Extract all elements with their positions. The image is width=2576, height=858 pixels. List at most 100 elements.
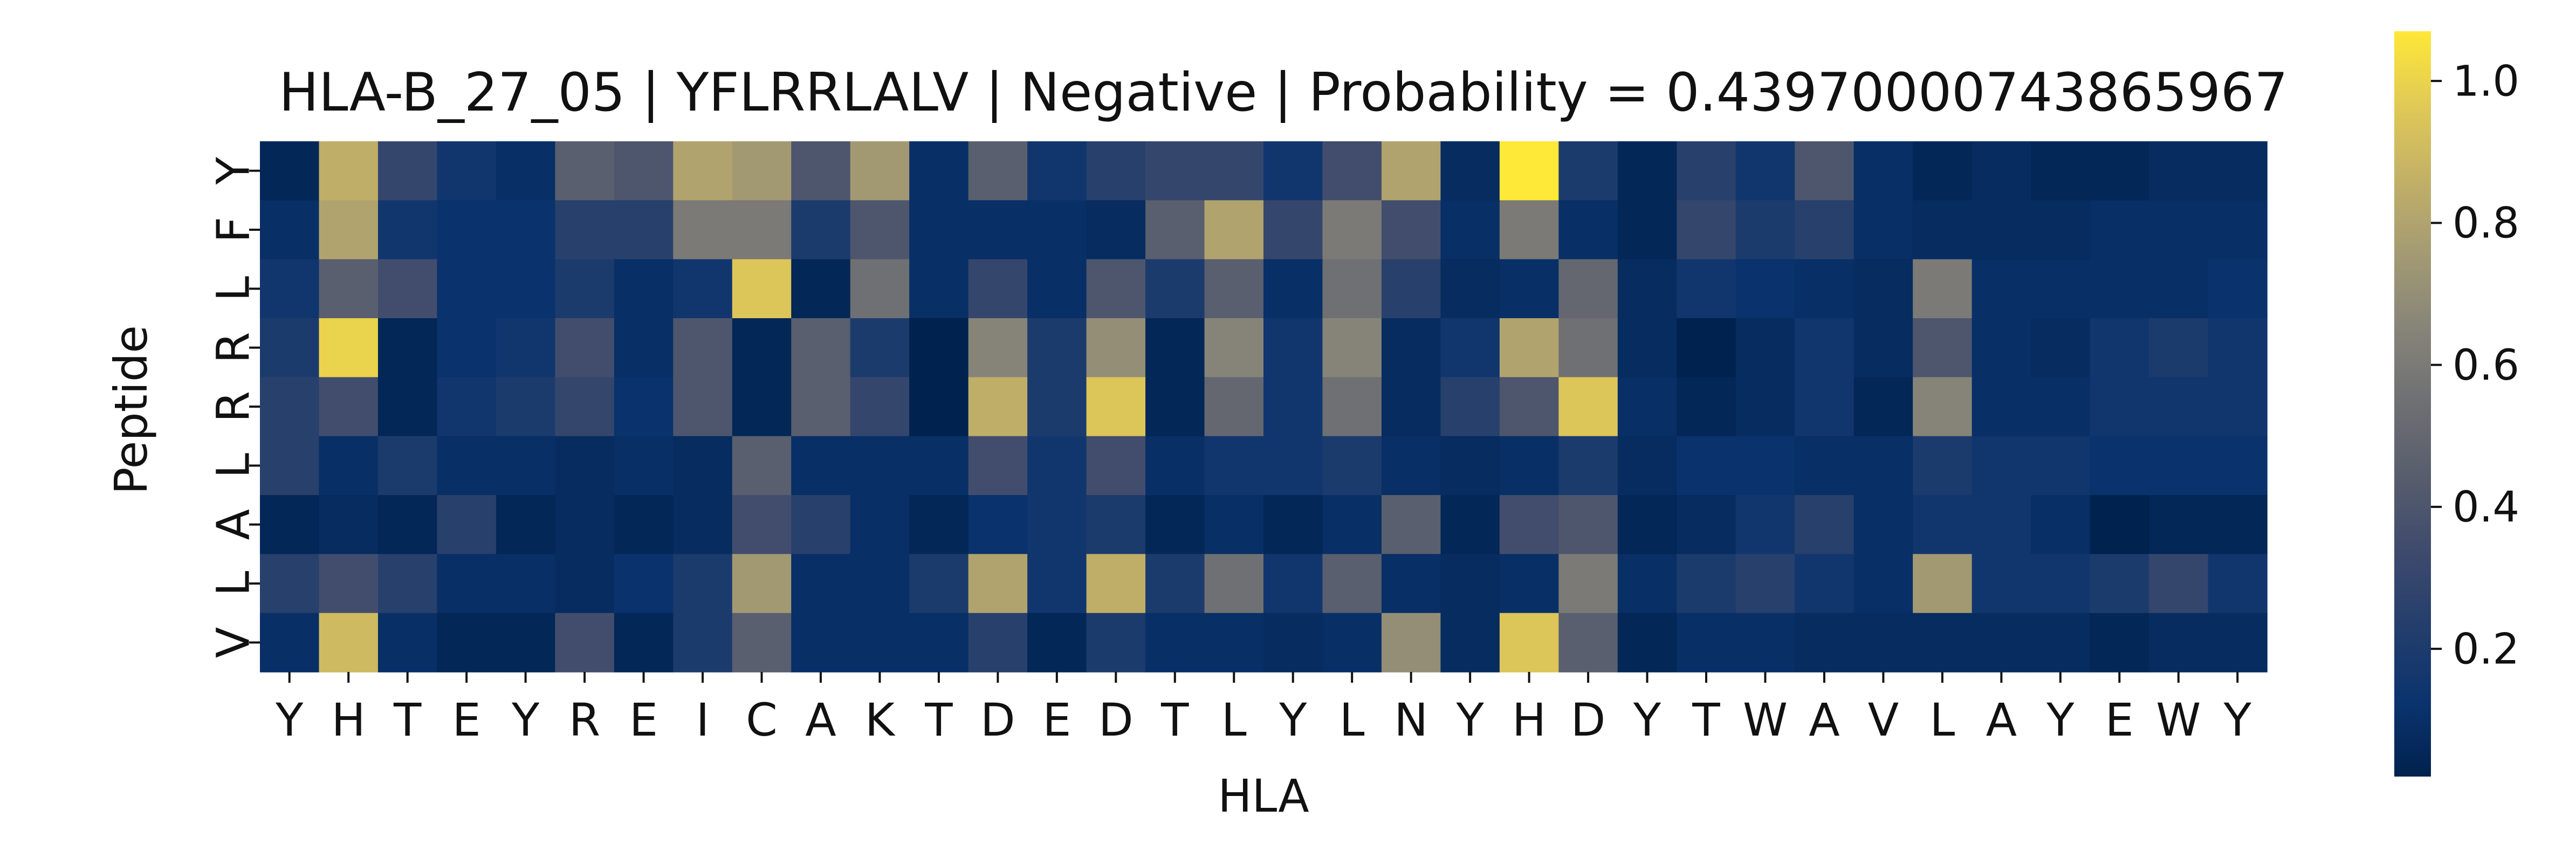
heatmap-cell-r3-c22 (1558, 318, 1618, 378)
heatmap-cell-r2-c1 (319, 259, 379, 319)
heatmap-cell-r8-c23 (1617, 613, 1678, 672)
heatmap-cell-r5-c25 (1735, 436, 1796, 496)
heatmap-cell-r8-c19 (1381, 613, 1441, 672)
heatmap-cell-r0-c20 (1440, 141, 1500, 201)
heatmap-cell-r5-c17 (1263, 436, 1323, 496)
heatmap-cell-r4-c17 (1263, 377, 1323, 437)
y-tick-label: L (207, 453, 259, 478)
colorbar-tick-label: 1.0 (2453, 57, 2519, 106)
heatmap-cell-r8-c13 (1027, 613, 1087, 672)
heatmap-cell-r7-c10 (850, 554, 910, 614)
heatmap-cell-r1-c11 (909, 200, 969, 260)
heatmap-cell-r7-c29 (1972, 554, 2031, 614)
heatmap-cell-r0-c2 (377, 141, 438, 201)
heatmap-cell-r8-c29 (1972, 613, 2031, 672)
heatmap-cell-r5-c22 (1558, 436, 1618, 496)
heatmap-cell-r3-c20 (1440, 318, 1500, 378)
heatmap-cell-r8-c28 (1913, 613, 1973, 672)
heatmap-cell-r7-c9 (791, 554, 851, 614)
x-tick-label: T (393, 694, 422, 746)
heatmap-cell-r6-c24 (1677, 495, 1736, 555)
x-tick-label: Y (1279, 694, 1307, 746)
x-tick-label: D (1571, 694, 1606, 746)
heatmap-cell-r1-c18 (1322, 200, 1382, 260)
heatmap-cell-r3-c32 (2149, 318, 2209, 378)
heatmap-cell-r2-c25 (1735, 259, 1796, 319)
heatmap-cell-r1-c22 (1558, 200, 1618, 260)
heatmap-cell-r1-c25 (1735, 200, 1796, 260)
heatmap-cell-r3-c27 (1853, 318, 1913, 378)
heatmap-cell-r7-c13 (1027, 554, 1087, 614)
x-tick-label: T (924, 694, 953, 746)
heatmap-cell-r5-c19 (1381, 436, 1441, 496)
heatmap-cell-r8-c33 (2208, 613, 2268, 672)
heatmap-cell-r6-c8 (732, 495, 792, 555)
colorbar-ticks: 0.2 0.4 0.6 0.8 1.0 (2431, 57, 2519, 674)
heatmap-cell-r0-c25 (1735, 141, 1796, 201)
heatmap-cell-r0-c30 (2031, 141, 2091, 201)
heatmap-cell-r4-c16 (1204, 377, 1264, 437)
heatmap-cell-r5-c20 (1440, 436, 1500, 496)
heatmap-cell-r7-c27 (1853, 554, 1913, 614)
heatmap-cell-r5-c15 (1145, 436, 1205, 496)
heatmap-cell-r5-c12 (968, 436, 1028, 496)
heatmap-cell-r3-c19 (1381, 318, 1441, 378)
heatmap-cell-r7-c25 (1735, 554, 1796, 614)
x-tick-label: D (980, 694, 1015, 746)
heatmap-cell-r7-c15 (1145, 554, 1205, 614)
y-tick-label: F (207, 217, 259, 243)
heatmap-cell-r0-c21 (1499, 141, 1560, 201)
heatmap-cell-r8-c18 (1322, 613, 1382, 672)
heatmap-cell-r6-c19 (1381, 495, 1441, 555)
heatmap-cell-r0-c1 (319, 141, 379, 201)
heatmap-cell-r5-c6 (614, 436, 674, 496)
heatmap-cell-r5-c14 (1086, 436, 1146, 496)
heatmap-cell-r0-c13 (1027, 141, 1087, 201)
y-tick-label: R (207, 332, 259, 363)
heatmap-cell-r8-c21 (1499, 613, 1560, 672)
x-tick-label: T (1160, 694, 1189, 746)
heatmap-cell-r1-c16 (1204, 200, 1264, 260)
heatmap-cell-r6-c14 (1086, 495, 1146, 555)
heatmap-cell-r6-c28 (1913, 495, 1973, 555)
heatmap-cell-r6-c22 (1558, 495, 1618, 555)
heatmap-cell-r8-c22 (1558, 613, 1618, 672)
heatmap-cell-r1-c2 (377, 200, 438, 260)
heatmap-cell-r7-c20 (1440, 554, 1500, 614)
heatmap-cell-r1-c6 (614, 200, 674, 260)
heatmap-cell-r4-c19 (1381, 377, 1441, 437)
heatmap-cell-r6-c0 (260, 495, 320, 555)
heatmap-cell-r2-c33 (2208, 259, 2268, 319)
heatmap-cell-r5-c4 (496, 436, 556, 496)
heatmap-cell-r1-c0 (260, 200, 320, 260)
heatmap-cell-r6-c16 (1204, 495, 1264, 555)
heatmap-cell-r5-c2 (377, 436, 438, 496)
heatmap-cell-r5-c29 (1972, 436, 2031, 496)
heatmap-cell-r7-c31 (2090, 554, 2149, 614)
heatmap-cell-r2-c12 (968, 259, 1028, 319)
heatmap-cell-r0-c22 (1558, 141, 1618, 201)
heatmap-cell-r6-c20 (1440, 495, 1500, 555)
heatmap-cell-r2-c18 (1322, 259, 1382, 319)
heatmap-cell-r7-c3 (437, 554, 497, 614)
heatmap-cell-r7-c28 (1913, 554, 1973, 614)
heatmap-cell-r7-c4 (496, 554, 556, 614)
heatmap-cell-r2-c26 (1795, 259, 1854, 319)
heatmap-cell-r3-c14 (1086, 318, 1146, 378)
x-tick-label: C (746, 694, 778, 746)
heatmap-cell-r6-c30 (2031, 495, 2091, 555)
heatmap-cell-r6-c5 (555, 495, 615, 555)
heatmap-cell-r3-c18 (1322, 318, 1382, 378)
x-tick-label: W (2156, 694, 2201, 746)
heatmap-cell-r6-c10 (850, 495, 910, 555)
heatmap-cell-r2-c22 (1558, 259, 1618, 319)
heatmap-cell-r3-c15 (1145, 318, 1205, 378)
heatmap-cell-r6-c31 (2090, 495, 2149, 555)
x-tick-label: W (1743, 694, 1788, 746)
heatmap-cell-r8-c10 (850, 613, 910, 672)
heatmap-cell-r4-c28 (1913, 377, 1973, 437)
heatmap-cell-r3-c13 (1027, 318, 1087, 378)
heatmap-cell-r6-c11 (909, 495, 969, 555)
heatmap-cell-r5-c16 (1204, 436, 1264, 496)
